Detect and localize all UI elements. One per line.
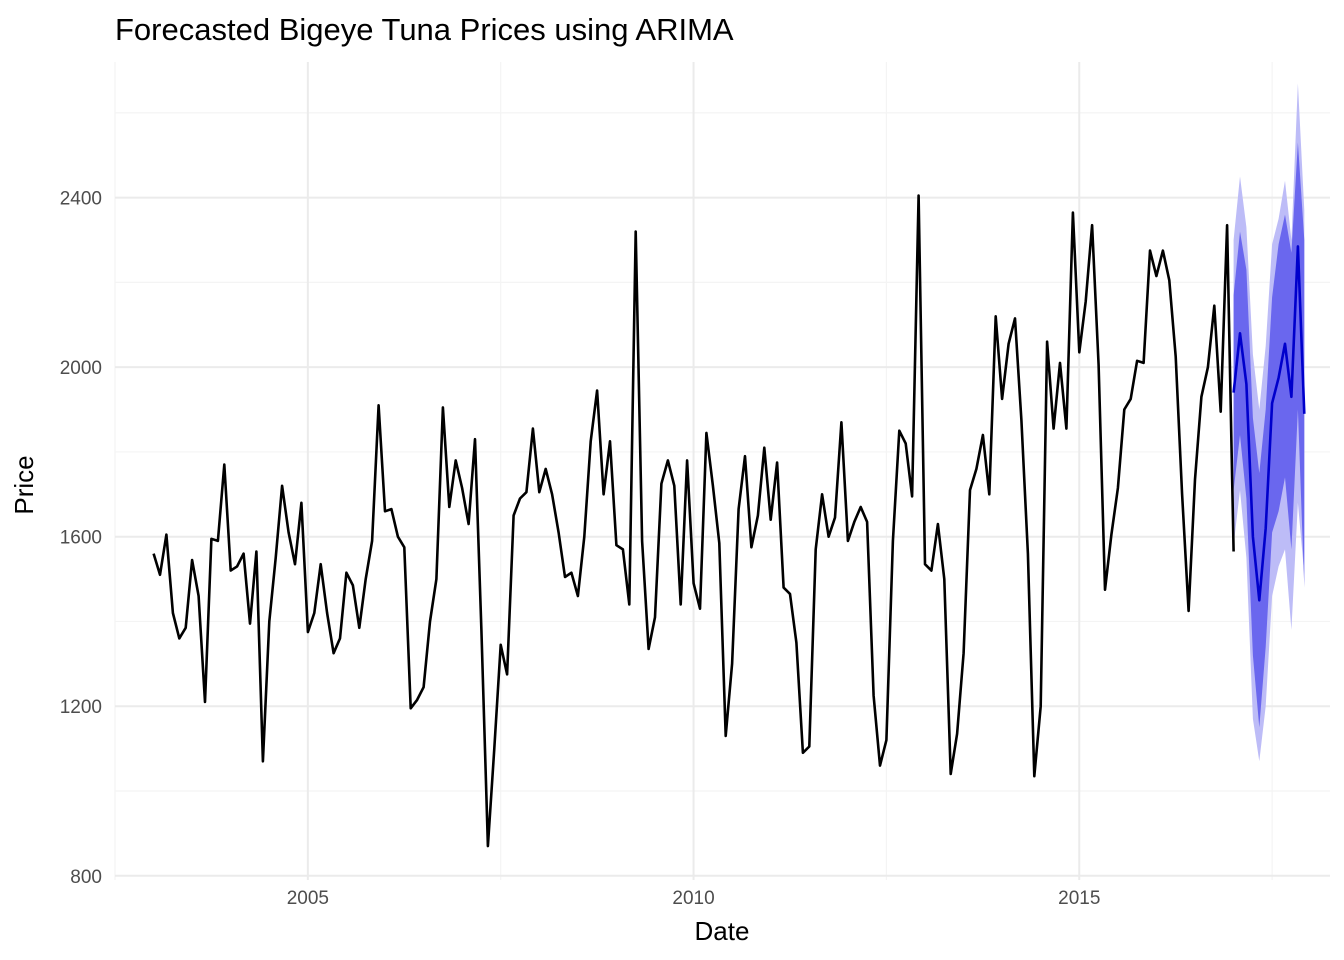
x-tick-label: 2015 — [1058, 888, 1100, 909]
grid — [114, 62, 1330, 880]
y-axis-title: Price — [9, 455, 39, 514]
x-tick-label: 2005 — [287, 888, 329, 909]
y-tick-label: 2400 — [60, 189, 102, 210]
x-axis-ticks: 2005 2010 2015 — [287, 888, 1101, 909]
confidence-bands — [1233, 83, 1305, 762]
chart-title: Forecasted Bigeye Tuna Prices using ARIM… — [115, 12, 734, 47]
y-tick-label: 1200 — [60, 697, 102, 718]
y-tick-label: 2000 — [60, 358, 102, 379]
forecast-band-80 — [1233, 142, 1305, 728]
x-axis-title: Date — [695, 916, 750, 946]
y-axis-ticks: 800 1200 1600 2000 2400 — [60, 189, 102, 888]
x-tick-label: 2010 — [672, 888, 714, 909]
y-tick-label: 1600 — [60, 528, 102, 549]
series-lines — [152, 194, 1306, 848]
forecast-series-line — [1232, 245, 1306, 602]
observed-series-line — [152, 194, 1235, 848]
y-tick-label: 800 — [70, 867, 102, 888]
